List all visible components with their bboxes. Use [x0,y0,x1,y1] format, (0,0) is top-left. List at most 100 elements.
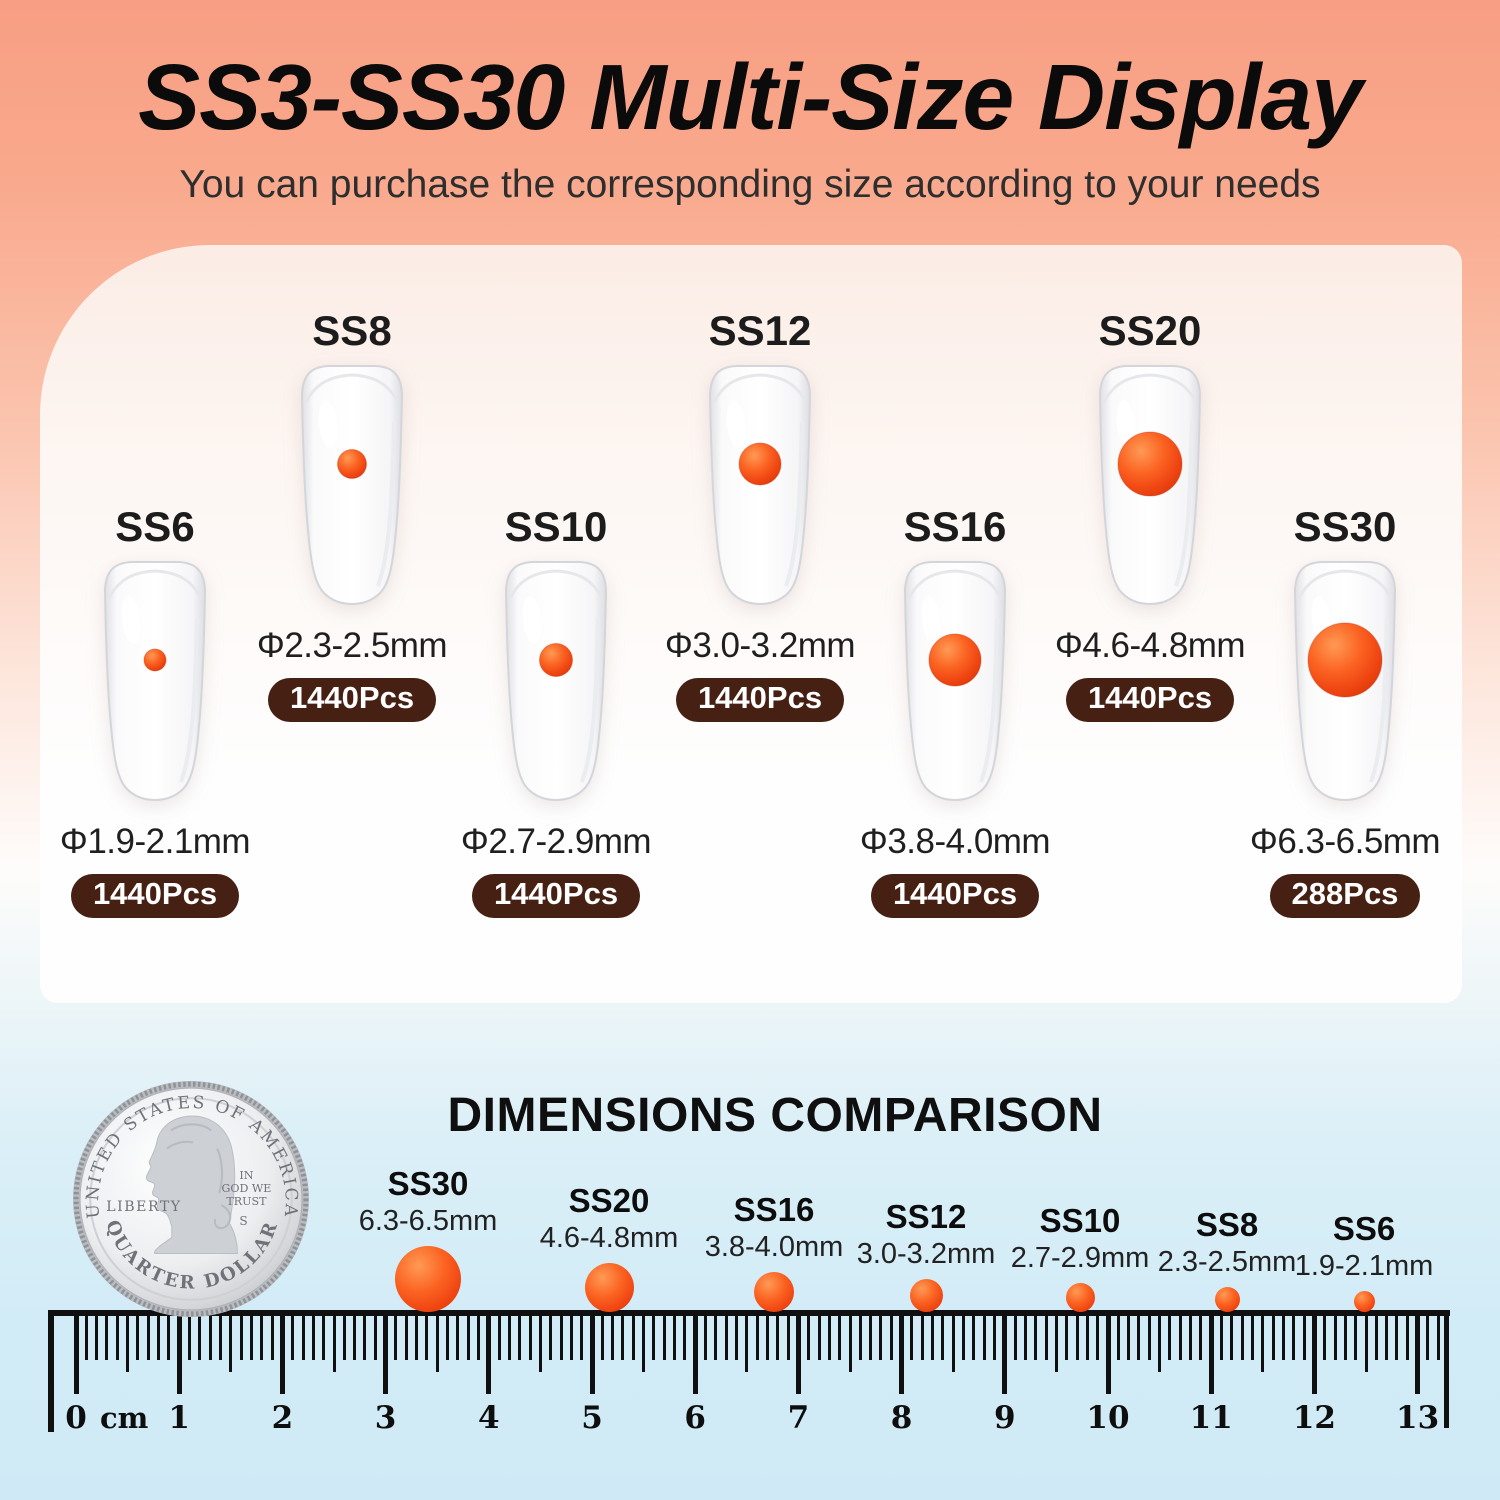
coin-mint-mark: S [239,1214,247,1228]
diameter-label: Φ2.3-2.5mm [256,626,448,665]
nail-side-shade [1369,617,1389,783]
ruler-cm-tick [73,1312,79,1394]
comparison-range-label: 4.6-4.8mm [539,1222,679,1254]
ruler-mm-tick [404,1312,408,1360]
ruler-mm-tick [1271,1312,1275,1360]
ruler-mm-tick [528,1312,532,1360]
comparison-size-label: SS6 [1332,1210,1396,1247]
ruler-mm-tick [621,1312,625,1360]
ruler-number: 7 [787,1400,810,1436]
ruler-mm-tick [1333,1312,1337,1360]
ruler-mm-tick [126,1312,130,1372]
ruler-mm-tick [415,1312,419,1360]
ruler-mm-tick [1044,1312,1048,1360]
size-name-label: SS8 [312,307,392,354]
ruler-mm-tick [507,1312,511,1360]
ruler-mm-tick [1302,1312,1306,1360]
size-card: SS12 Φ3.0-3.2mm 1440Pcs [650,306,870,722]
ruler-mm-tick [869,1312,873,1360]
ruler-mm-tick [765,1312,769,1360]
ruler-mm-tick [982,1312,986,1360]
ruler-cm-tick [486,1312,492,1394]
coin-motto-line3: TRUST [226,1195,267,1208]
ruler-mm-tick [1364,1312,1368,1372]
comparison-item: SS6 1.9-2.1mm [1284,1210,1444,1312]
ruler-mm-tick [1199,1312,1203,1360]
ruler-mm-tick [776,1312,780,1360]
nail-tip-svg [903,561,1007,802]
ruler-cm-tick [795,1312,801,1394]
rhinestone-gem-icon [928,633,982,687]
ruler-number: 6 [684,1400,706,1436]
ruler-mm-tick [1374,1312,1378,1360]
rhinestone-gem-icon [539,643,573,677]
comparison-size-label: SS20 [568,1182,650,1219]
nail-highlight [1116,400,1136,448]
ruler-mm-tick [1158,1312,1162,1372]
nail-highlight [318,400,338,448]
ruler-mm-tick [848,1312,852,1372]
ruler-mm-tick [497,1312,501,1360]
ruler-number: 1 [168,1400,190,1436]
ruler-cm-tick [589,1312,595,1394]
pieces-badge: 1440Pcs [675,678,845,722]
ruler-mm-tick [1116,1312,1120,1360]
ruler-number: 12 [1292,1400,1336,1436]
ruler-mm-tick [1323,1312,1327,1360]
ruler-number: 11 [1189,1400,1233,1436]
ruler-mm-tick [1013,1312,1017,1360]
ruler-mm-tick [931,1312,935,1360]
ruler-mm-tick [724,1312,728,1360]
diameter-label: Φ2.7-2.9mm [460,822,652,861]
ruler-mm-tick [1436,1312,1440,1360]
rhinestone-gem-icon [1307,622,1383,698]
ruler-number: 13 [1396,1400,1440,1436]
nail-highlight [522,596,542,644]
ruler-cm-tick [1002,1312,1008,1394]
ruler-cm-tick [176,1312,182,1394]
ruler-number: 2 [271,1400,294,1436]
ruler-mm-tick [1343,1312,1347,1360]
ruler-mm-tick [786,1312,790,1360]
nail-smile-line [107,569,203,599]
comparison-size-label: SS16 [733,1191,815,1228]
comparison-range-label: 6.3-6.5mm [358,1205,498,1237]
rhinestone-gem-icon [1117,431,1183,497]
ruler-mm-tick [1261,1312,1265,1372]
ruler-mm-tick [1220,1312,1224,1360]
ruler-mm-tick [817,1312,821,1360]
nail-smile-line [712,373,808,403]
nail-side-shade [580,617,600,783]
ruler-mm-tick [920,1312,924,1360]
pieces-badge: 1440Pcs [267,678,437,722]
comparison-range-label: 2.3-2.5mm [1157,1246,1297,1278]
ruler-cm-tick [1105,1312,1111,1394]
ruler-mm-tick [342,1312,346,1360]
ruler-mm-tick [611,1312,615,1360]
nail-tip-image [889,556,1021,804]
size-name-label: SS12 [708,307,812,354]
nail-body [300,365,404,606]
nail-tip-image [694,360,826,608]
nail-tip-svg [504,561,608,802]
rhinestone-dot-icon [1065,1283,1095,1312]
size-card: SS20 Φ4.6-4.8mm 1440Pcs [1040,306,1260,722]
pieces-badge: 288Pcs [1269,874,1421,918]
ruler-mm-tick [353,1312,357,1360]
nail-tip-image [89,556,221,804]
ruler-number: 3 [374,1400,397,1436]
ruler-mm-tick [538,1312,542,1372]
comparison-range-label: 3.8-4.0mm [704,1231,844,1263]
nail-tip-image [1084,360,1216,608]
ruler-mm-tick [466,1312,470,1360]
ruler-mm-tick [827,1312,831,1360]
ruler-mm-tick [1054,1312,1058,1372]
washington-profile [145,1115,238,1254]
coin-inner-rim [89,1097,293,1301]
ruler-mm-tick [1426,1312,1430,1360]
size-card: SS6 Φ1.9-2.1mm 1440Pcs [45,502,265,918]
ruler-cm-tick [692,1312,698,1394]
nail-tip-svg [708,365,812,606]
ruler-mm-tick [1096,1312,1100,1360]
ruler-mm-tick [332,1312,336,1372]
